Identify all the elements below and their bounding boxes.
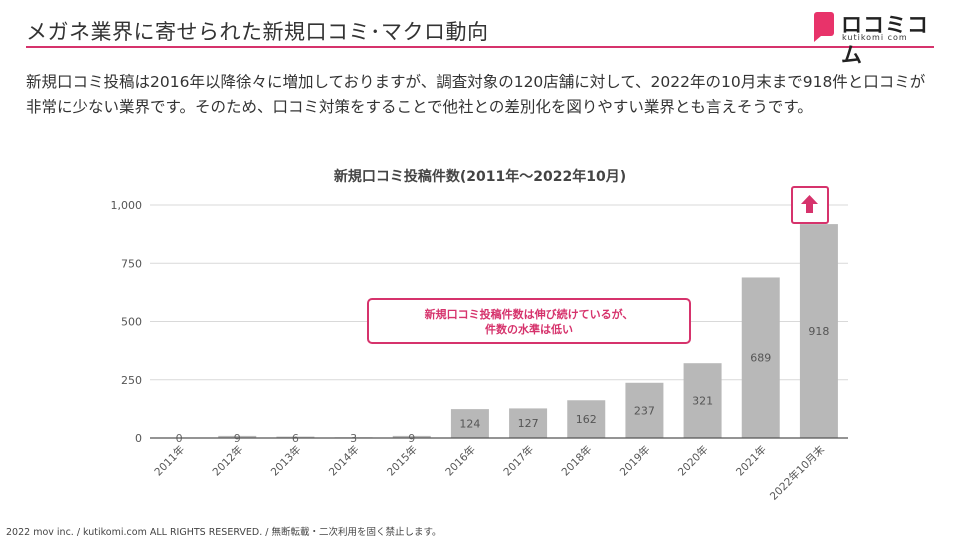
footer-copyright: 2022 mov inc. / kutikomi.com ALL RIGHTS … [6,527,442,538]
data-label: 162 [576,413,597,426]
description-text: 新規口コミ投稿は2016年以降徐々に増加しておりますが、調査対象の120店舗に対… [26,73,926,116]
data-label: 124 [459,418,480,431]
bar [218,435,257,438]
chart-title: 新規口コミ投稿件数(2011年～2022年10月) [333,169,627,185]
bar [509,408,548,438]
logo-text: ロコミコム [841,13,929,67]
highlight-box [791,186,829,224]
y-tick-label: 750 [121,257,142,270]
up-arrow-icon [801,195,818,213]
bar [683,363,722,438]
y-tick-label: 1,000 [111,199,143,212]
logo-subtext: kutikomi com [842,33,908,42]
callout-line-1: 新規口コミ投稿件数は伸び続けているが、 [424,308,634,321]
data-label: 918 [808,325,829,338]
x-tick-label: 2014年 [326,443,362,479]
x-tick-label: 2021年 [733,443,769,479]
logo: ロコミコム kutikomi com [814,10,934,67]
page-title: メガネ業界に寄せられた新規口コミ･マクロ動向 [26,20,489,44]
y-tick-label: 500 [121,316,142,329]
data-label: 237 [634,404,655,417]
data-label: 689 [750,352,771,365]
callout-line-2: 件数の水準は低い [485,323,573,336]
y-tick-label: 250 [121,374,142,387]
data-label: 321 [692,395,713,408]
x-tick-label: 2015年 [384,443,420,479]
bar [625,382,664,438]
bar [741,277,780,438]
x-tick-label: 2019年 [617,443,653,479]
x-tick-label: 2018年 [559,443,595,479]
speech-bubble-icon [814,12,834,42]
x-tick-label: 2017年 [501,443,537,479]
bar [450,409,489,438]
callout-box: 新規口コミ投稿件数は伸び続けているが、 件数の水準は低い [367,298,691,344]
title-underline [26,46,934,48]
x-tick-label: 2012年 [210,443,246,479]
x-tick-label: 2016年 [443,443,479,479]
bar [799,224,838,438]
data-label: 127 [518,417,539,430]
x-tick-label: 2022年10月末 [767,443,827,503]
bar [276,436,315,438]
bar [392,435,431,438]
y-tick-label: 0 [135,432,142,445]
bar [567,400,606,438]
x-tick-label: 2020年 [675,443,711,479]
x-tick-label: 2013年 [268,443,304,479]
x-tick-label: 2011年 [152,443,188,479]
